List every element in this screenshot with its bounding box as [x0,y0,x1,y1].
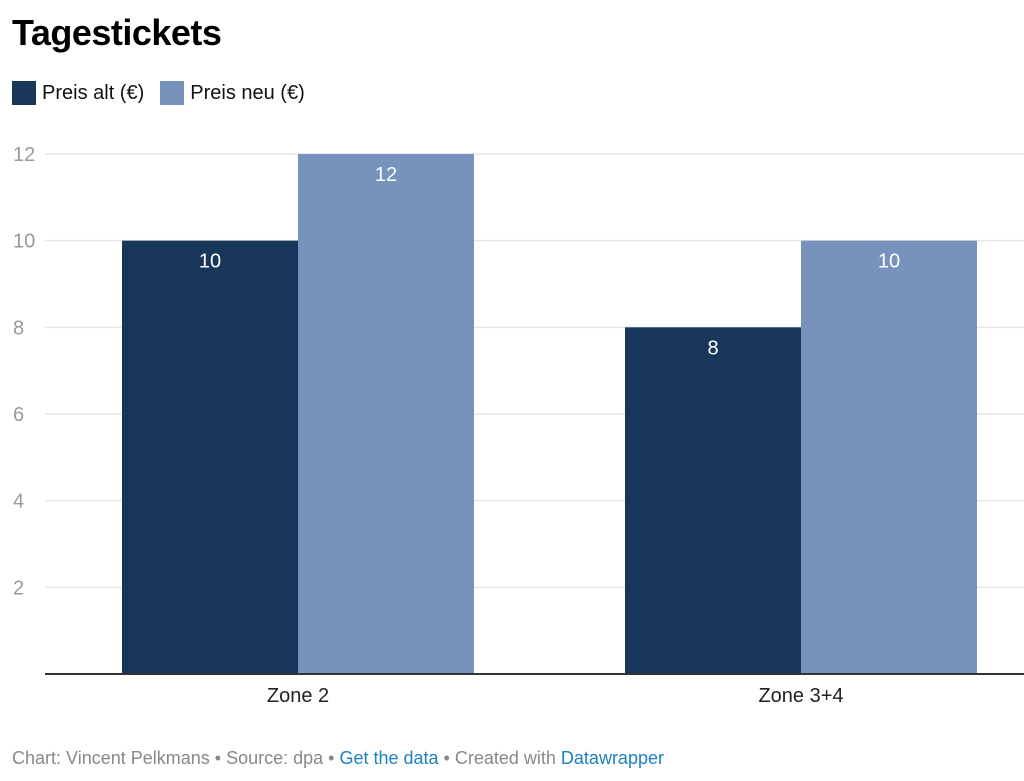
y-tick-label: 4 [13,491,24,513]
bar [801,240,977,674]
legend: Preis alt (€) Preis neu (€) [12,81,321,105]
bar [298,154,474,674]
get-the-data-link[interactable]: Get the data [339,748,439,768]
footer-source: Source: dpa [226,748,324,768]
footer-separator: • [438,748,455,768]
legend-swatch-preis-alt [12,81,36,105]
bar-value-label: 10 [878,251,900,273]
x-tick-label: Zone 2 [267,685,329,707]
bar-chart: 2 4 6 8 10 12 10 12 Zone 2 8 10 Zone 3+4 [13,144,1024,707]
bar-value-label: 10 [199,251,221,273]
y-tick-label: 8 [13,317,24,339]
bar [122,240,298,674]
footer-created-with: Created with [454,748,561,768]
y-tick-label: 12 [13,144,35,166]
y-tick-label: 2 [13,577,24,599]
legend-label-preis-neu: Preis neu (€) [190,81,305,104]
bar [625,327,801,674]
chart-title: Tagestickets [12,12,222,53]
datawrapper-link[interactable]: Datawrapper [560,748,664,768]
legend-label-preis-alt: Preis alt (€) [42,81,145,104]
footer-separator: • [323,748,340,768]
y-tick-label: 10 [13,231,35,253]
footer-author: Chart: Vincent Pelkmans [12,748,210,768]
legend-item-preis-alt: Preis alt (€) [12,81,144,105]
chart-footer: Chart: Vincent Pelkmans • Source: dpa • … [12,748,664,769]
y-tick-label: 6 [13,404,24,426]
bar-value-label: 12 [375,164,397,186]
legend-item-preis-neu: Preis neu (€) [160,81,305,105]
bar-value-label: 8 [707,337,718,359]
footer-separator: • [209,748,227,768]
legend-swatch-preis-neu [160,81,185,105]
x-tick-label: Zone 3+4 [758,685,843,707]
